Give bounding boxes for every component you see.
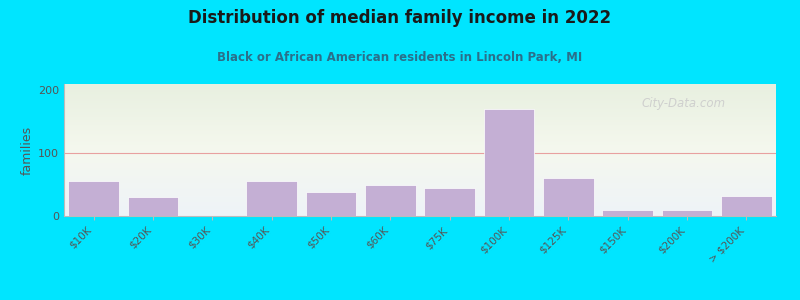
Y-axis label: families: families	[21, 125, 34, 175]
Bar	[425, 188, 475, 216]
Bar	[662, 210, 712, 216]
Bar	[69, 182, 119, 216]
Bar	[484, 109, 534, 216]
Bar	[543, 178, 594, 216]
Bar	[365, 184, 415, 216]
Text: Distribution of median family income in 2022: Distribution of median family income in …	[189, 9, 611, 27]
Bar	[721, 196, 771, 216]
Text: City-Data.com: City-Data.com	[642, 97, 726, 110]
Bar	[128, 197, 178, 216]
Bar	[306, 192, 356, 216]
Bar	[602, 210, 653, 216]
Text: Black or African American residents in Lincoln Park, MI: Black or African American residents in L…	[218, 51, 582, 64]
Bar	[246, 182, 297, 216]
